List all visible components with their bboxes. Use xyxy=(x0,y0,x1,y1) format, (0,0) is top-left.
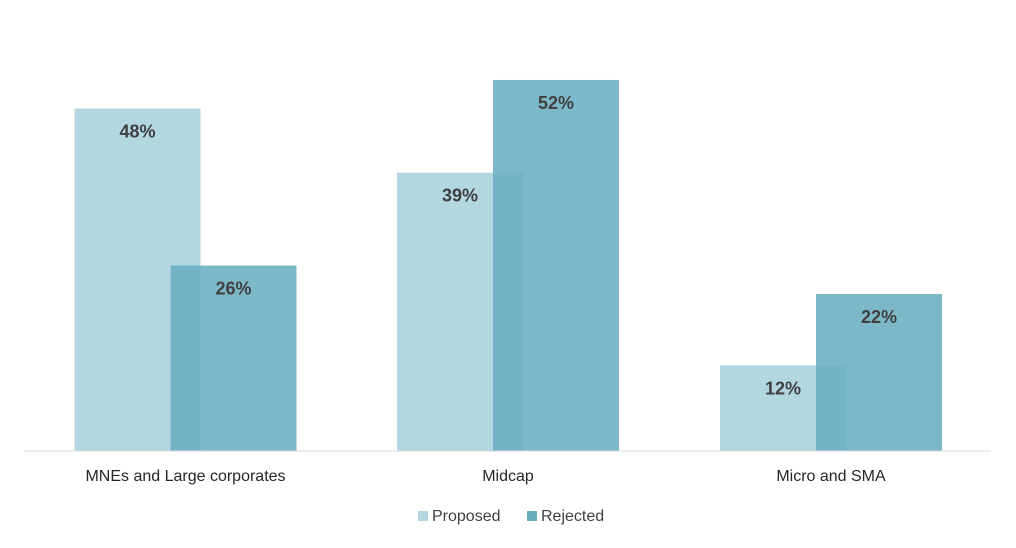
bar-rejected-1 xyxy=(170,265,297,451)
legend-label-rejected: Rejected xyxy=(541,508,604,525)
bar-rejected-2 xyxy=(493,79,619,451)
value-label-rejected-1: 26% xyxy=(215,278,251,298)
legend-swatch-rejected xyxy=(527,511,537,521)
category-label-2: Midcap xyxy=(482,468,534,485)
bar-rejected-3 xyxy=(816,294,942,451)
bars-layer xyxy=(74,79,942,452)
category-labels-layer: MNEs and Large corporates Midcap Micro and… xyxy=(85,468,886,485)
category-label-3: Micro and SMA xyxy=(776,468,886,485)
value-label-proposed-3: 12% xyxy=(765,378,801,398)
legend-swatch-proposed xyxy=(418,511,428,521)
value-label-proposed-2: 39% xyxy=(442,186,478,206)
value-label-rejected-2: 52% xyxy=(538,93,574,113)
value-labels-layer: 48% 39% 12% 26% 52% 22% xyxy=(119,93,897,398)
legend-label-proposed: Proposed xyxy=(432,508,501,525)
category-label-1: MNEs and Large corporates xyxy=(85,468,285,485)
value-label-rejected-3: 22% xyxy=(861,307,897,327)
value-label-proposed-1: 48% xyxy=(119,122,155,142)
legend: Proposed Rejected xyxy=(418,508,604,525)
